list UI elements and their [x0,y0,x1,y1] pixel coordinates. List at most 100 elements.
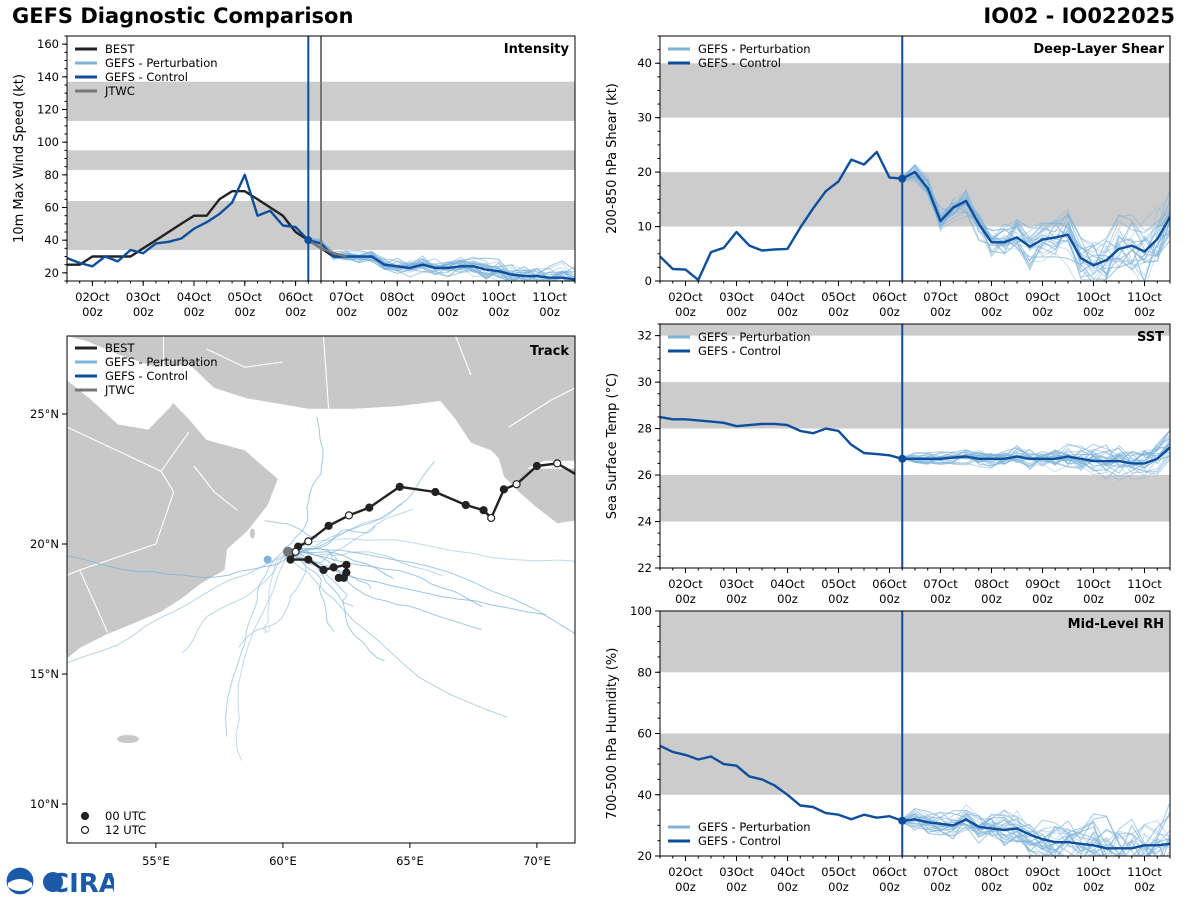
x-tick-label: 05Oct [821,290,856,304]
x-tick-sublabel: 00z [675,592,696,606]
x-tick-label: 09Oct [1025,290,1060,304]
x-tick-sublabel: 00z [675,880,696,894]
x-tick-label: 10Oct [1076,577,1111,591]
plot-frame [659,323,1171,569]
best-point-00utc [365,503,374,512]
x-tick-label: 09Oct [1025,577,1060,591]
ensemble-track [286,555,508,718]
y-tick-label: 40 [637,788,652,802]
init-marker [898,454,907,463]
y-tick-label: 30 [637,375,652,389]
perturbation-line [902,175,1170,275]
x-tick-sublabel: 00z [539,305,560,319]
border-line [79,569,109,633]
ensemble-track [288,554,547,616]
y-tick-label: 60 [44,201,59,215]
x-tick-label: 04Oct [770,290,805,304]
x-tick-label: 08Oct [974,290,1009,304]
y-tick-label: 80 [637,665,652,679]
ensemble-track [291,503,403,554]
x-tick-sublabel: 00z [285,305,306,319]
x-tick-label: 06Oct [278,290,313,304]
marker-legend-symbol [80,825,90,835]
perturbation-line [308,238,575,279]
panel-intensity: 2040608010012014016002Oct00z03Oct00z04Oc… [12,35,576,319]
threshold-band [660,63,1170,118]
panel-title: Mid-Level RH [1068,617,1164,632]
x-tick-label: 10Oct [1076,290,1111,304]
y-tick-label: 22 [637,561,652,575]
x-tick-sublabel: 00z [234,305,255,319]
border-line [206,348,283,368]
persian-gulf [67,336,192,430]
best-point-00utc [324,521,333,530]
legend-label: JTWC [104,383,135,397]
x-tick-label: 02Oct [668,865,703,879]
x-tick-sublabel: 00z [1083,592,1104,606]
x-tick-label: 11Oct [1127,577,1162,591]
lon-tick-label: 55°E [142,854,170,868]
x-tick-label: 04Oct [177,290,212,304]
x-tick-sublabel: 00z [726,592,747,606]
y-axis-label: 200-850 hPa Shear (kt) [605,83,620,234]
y-tick-label: 32 [637,329,652,343]
panel-track: 55°E 60°E 65°E 70°E 10°N 15°N 20°N 25°N Track BES… [30,335,576,868]
x-tick-sublabel: 00z [879,880,900,894]
legend-label: GEFS - Control [105,369,188,383]
x-tick-sublabel: 00z [777,592,798,606]
x-tick-label: 05Oct [228,290,263,304]
y-tick-label: 24 [637,515,652,529]
best-point-00utc [304,555,313,564]
legend-label: GEFS - Perturbation [698,820,811,834]
x-tick-label: 11Oct [532,290,567,304]
perturbation-line [902,175,1170,276]
x-tick-label: 02Oct [75,290,110,304]
y-tick-label: 60 [637,727,652,741]
panel-rh: 2040608010002Oct00z03Oct00z04Oct00z05Oct… [605,604,1171,894]
x-tick-sublabel: 00z [981,880,1002,894]
ensemble-track [291,538,575,562]
threshold-band [660,324,1170,336]
best-point-12utc [344,511,354,520]
legend-label: GEFS - Perturbation [105,56,218,70]
perturbation-line [902,429,1170,474]
ensemble-track [224,549,286,737]
x-tick-label: 10Oct [482,290,517,304]
series-gefs-control [660,415,1170,465]
ensemble-track [283,525,376,552]
x-tick-sublabel: 00z [879,592,900,606]
x-tick-sublabel: 00z [675,305,696,319]
border-line [160,431,190,472]
best-point-12utc [487,513,496,523]
best-point-00utc [286,555,295,564]
y-tick-label: 10 [637,220,652,234]
land-gujarat [498,458,575,524]
legend-label: GEFS - Control [698,834,781,848]
best-point-12utc [304,537,313,546]
best-point-12utc [291,547,300,556]
x-tick-sublabel: 00z [82,305,103,319]
perturbation-line [902,808,1158,856]
y-tick-label: 80 [44,168,59,182]
legend-label: GEFS - Control [105,70,188,84]
init-marker [898,174,907,183]
ensemble-track [235,548,292,761]
series-best [67,189,347,266]
y-tick-label: 160 [37,37,59,51]
x-tick-sublabel: 00z [930,880,951,894]
x-tick-label: 08Oct [974,577,1009,591]
panel-title: Deep-Layer Shear [1033,42,1164,57]
x-tick-sublabel: 00z [777,880,798,894]
best-point-00utc [395,482,404,491]
x-tick-sublabel: 00z [387,305,408,319]
x-tick-sublabel: 00z [184,305,205,319]
best-point-00utc [532,461,542,471]
x-tick-label: 05Oct [821,865,856,879]
x-tick-label: 02Oct [668,290,703,304]
legend-label: GEFS - Perturbation [105,355,218,369]
y-tick-label: 20 [637,849,652,863]
x-tick-sublabel: 00z [1032,305,1053,319]
x-tick-sublabel: 00z [1083,880,1104,894]
x-tick-label: 11Oct [1127,290,1162,304]
